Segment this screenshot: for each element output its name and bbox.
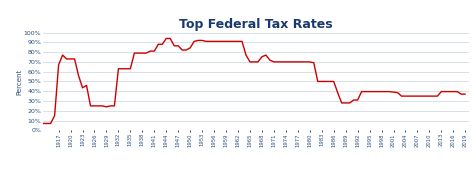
Y-axis label: Percent: Percent <box>16 68 22 95</box>
Title: Top Federal Tax Rates: Top Federal Tax Rates <box>179 18 333 31</box>
